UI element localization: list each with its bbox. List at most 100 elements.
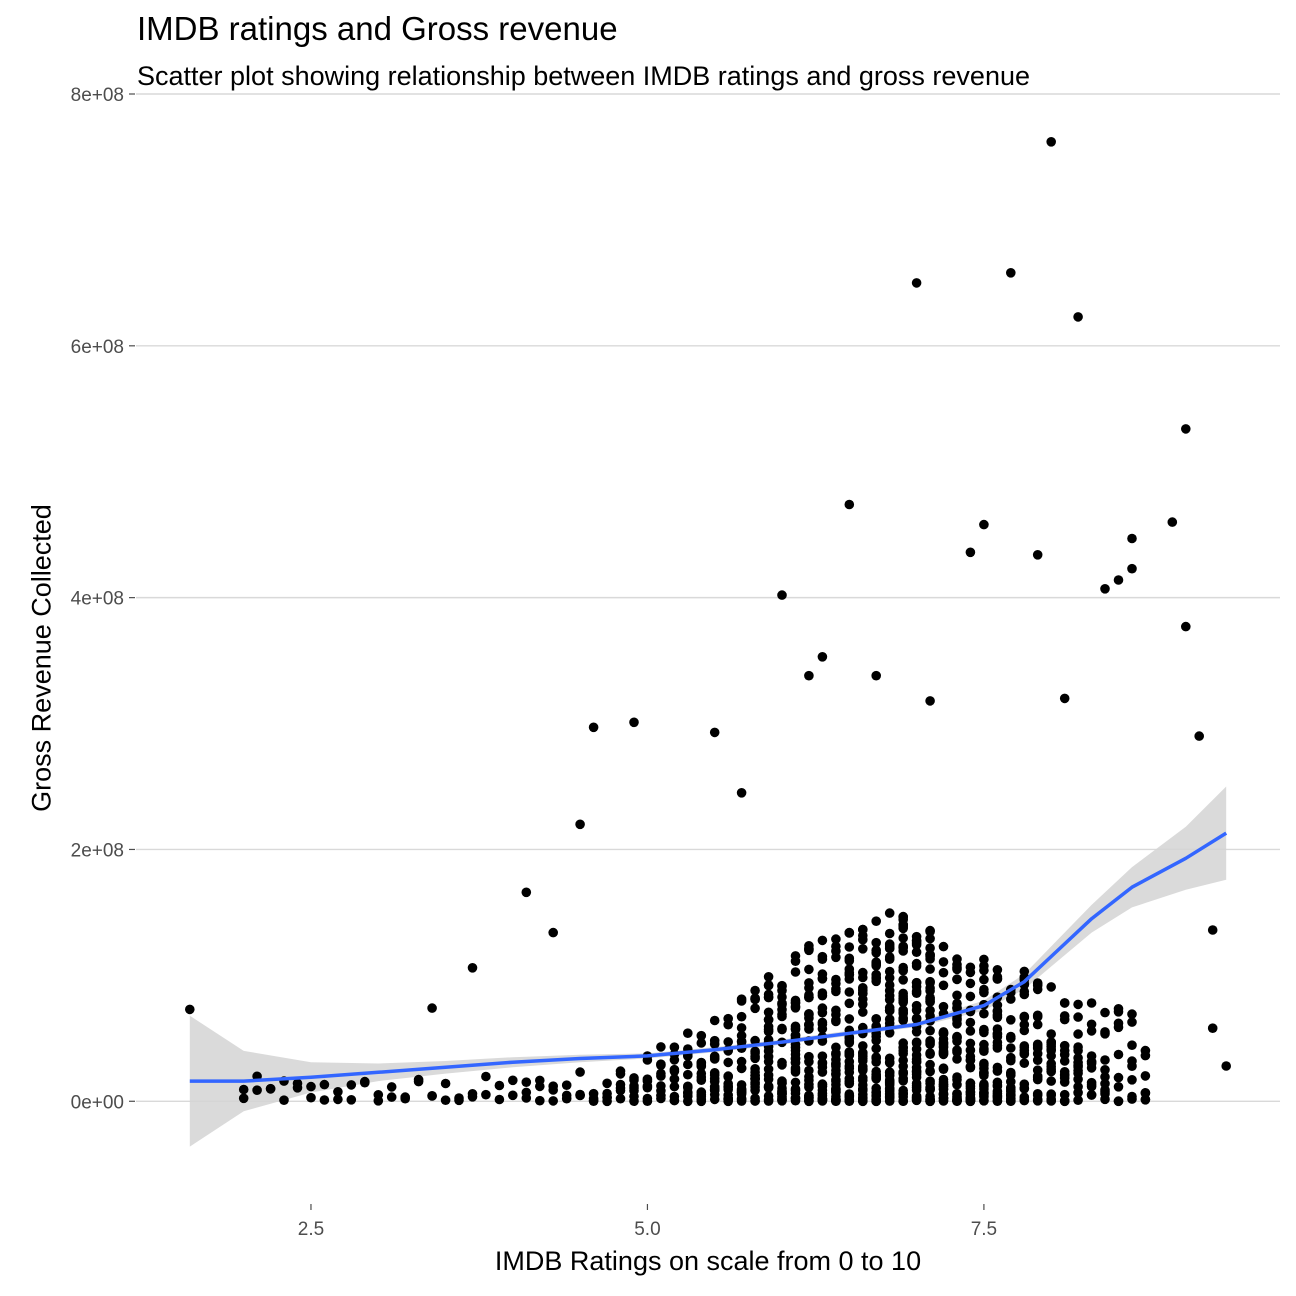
data-point (898, 914, 908, 925)
data-point (1073, 999, 1083, 1010)
data-point (938, 1042, 949, 1053)
data-point (1113, 1049, 1124, 1060)
data-point (817, 990, 828, 1001)
data-point (333, 1094, 343, 1105)
data-point (925, 943, 935, 953)
data-point (831, 1005, 841, 1016)
data-point (1073, 1068, 1083, 1079)
data-point (763, 989, 774, 1000)
data-point (1100, 1089, 1110, 1099)
data-point (871, 1090, 881, 1100)
data-point (938, 1001, 949, 1012)
data-point (1221, 1061, 1231, 1071)
data-point (911, 961, 922, 971)
data-point (804, 1082, 814, 1092)
data-point (884, 908, 895, 918)
data-point (952, 1019, 962, 1029)
data-point (736, 1063, 747, 1073)
data-point (965, 967, 976, 978)
data-point (1059, 693, 1070, 704)
data-point (427, 1091, 437, 1101)
data-point (1006, 1085, 1016, 1095)
data-point (763, 1007, 774, 1018)
data-point (696, 1091, 707, 1102)
data-point (615, 1079, 626, 1090)
data-point (911, 936, 922, 946)
data-point (1006, 1096, 1016, 1106)
data-point (790, 1077, 801, 1088)
data-point (952, 1054, 962, 1064)
data-point (1006, 1067, 1016, 1078)
data-point (588, 1095, 599, 1106)
data-point (898, 1076, 908, 1086)
data-point (642, 1074, 653, 1084)
data-point (1194, 731, 1204, 741)
data-point (844, 998, 855, 1009)
data-point (965, 1017, 976, 1028)
data-point (844, 1050, 855, 1061)
data-point (831, 1094, 841, 1104)
data-point (696, 1030, 707, 1041)
data-point (736, 1056, 747, 1067)
data-point (1127, 533, 1137, 544)
data-point (777, 981, 787, 992)
data-point (1113, 1096, 1124, 1106)
data-point (979, 954, 989, 965)
data-point (817, 1017, 828, 1028)
data-point (736, 996, 747, 1006)
data-point (1100, 1029, 1110, 1039)
data-point (965, 1026, 976, 1036)
data-point (871, 916, 881, 926)
data-point (1046, 1076, 1056, 1086)
data-point (898, 997, 908, 1008)
data-point (615, 1066, 626, 1076)
data-point (871, 1073, 881, 1083)
data-point (925, 976, 935, 987)
data-point (938, 1077, 949, 1087)
data-point (1006, 1033, 1016, 1043)
data-point (669, 1081, 680, 1092)
data-point (898, 975, 908, 985)
data-point (884, 954, 895, 964)
data-point (925, 1039, 935, 1049)
data-point (319, 1079, 330, 1090)
data-point (952, 998, 962, 1009)
smooth-trend-line (189, 831, 1228, 1083)
data-point (925, 1005, 935, 1016)
grid-lines (136, 93, 1280, 1102)
data-point (938, 1093, 949, 1104)
data-point (1100, 1007, 1110, 1018)
data-point (683, 1059, 693, 1070)
data-point (979, 1070, 989, 1081)
data-point (790, 1053, 801, 1064)
data-point (898, 1068, 908, 1079)
data-point (1046, 137, 1056, 147)
data-point (1046, 982, 1056, 992)
data-point (1059, 1096, 1070, 1107)
data-point (1046, 1029, 1056, 1039)
data-point (642, 1096, 653, 1106)
data-point (1100, 1072, 1110, 1082)
data-point (521, 1087, 532, 1098)
data-point (871, 969, 881, 980)
data-point (494, 1080, 505, 1091)
data-point (1046, 1064, 1056, 1075)
y-tick-label: 0e+00 (71, 1092, 124, 1113)
data-point (1006, 1055, 1016, 1066)
data-point (817, 935, 828, 946)
data-point (979, 984, 989, 995)
data-point (1113, 1082, 1124, 1092)
data-point (1073, 1057, 1083, 1068)
data-point (1100, 1065, 1110, 1075)
data-point (979, 1060, 989, 1070)
data-point (1019, 1011, 1030, 1022)
data-point (481, 1089, 491, 1100)
data-point (844, 942, 855, 952)
data-point (979, 1096, 989, 1106)
data-point (763, 1056, 774, 1067)
data-point (844, 1033, 855, 1043)
data-point (1032, 1073, 1043, 1083)
data-point (858, 1041, 868, 1051)
data-point (238, 1084, 249, 1095)
data-point (575, 1089, 585, 1100)
